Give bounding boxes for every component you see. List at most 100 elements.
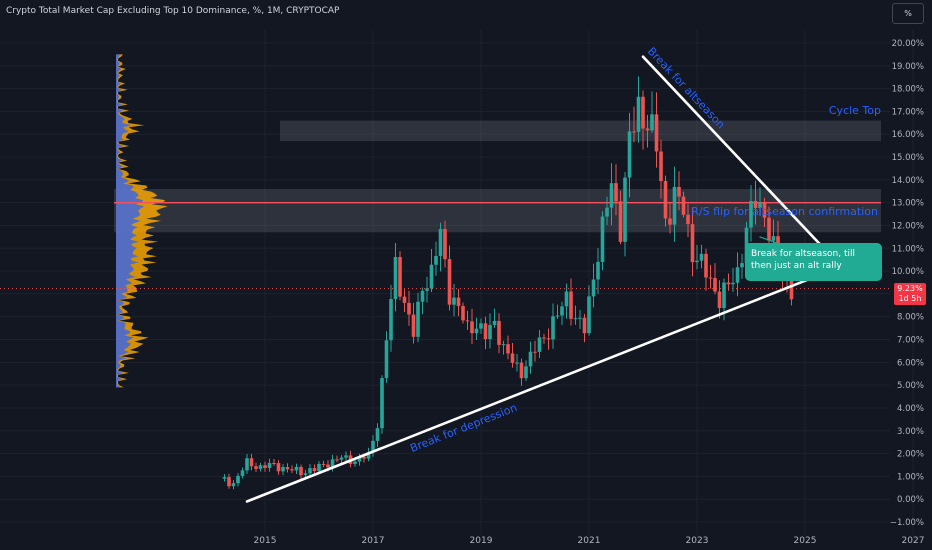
candle-body (312, 468, 317, 471)
candle-body (479, 323, 483, 329)
candle-body (632, 131, 636, 133)
y-tick-label: 13.00% (892, 199, 924, 209)
candle-body (236, 475, 240, 484)
y-tick-label: 0.00% (897, 495, 924, 505)
candle-body (384, 340, 389, 379)
candle-body (465, 320, 470, 322)
candle-body (249, 458, 254, 467)
candle-body (771, 236, 776, 241)
candle-body (425, 288, 429, 291)
candle-body (641, 96, 645, 129)
candle-body (321, 463, 326, 465)
candle-body (366, 452, 371, 459)
y-tick-label: 11.00% (892, 244, 924, 254)
candle-body (623, 177, 627, 242)
x-tick-label: 2023 (686, 536, 709, 546)
candle-body (263, 465, 267, 469)
candle-body (533, 351, 537, 353)
candle-body (461, 306, 465, 321)
candle-body (546, 338, 551, 340)
y-tick-label: 4.00% (897, 404, 924, 414)
candle-body (429, 264, 434, 289)
candle-body (564, 291, 569, 307)
candle-body (357, 456, 362, 462)
candle-body (402, 296, 407, 303)
x-tick-label: 2021 (578, 536, 601, 546)
candle-body (582, 317, 587, 334)
y-tick-label: 18.00% (892, 85, 924, 95)
candle-body (650, 114, 654, 131)
candle-body (596, 261, 600, 280)
y-tick-label: 17.00% (892, 107, 924, 117)
candle-body (452, 297, 456, 305)
candle-body (735, 267, 740, 283)
x-tick-label: 2017 (362, 536, 385, 546)
y-tick-label: 7.00% (897, 336, 924, 346)
x-tick-label: 2019 (470, 536, 493, 546)
y-tick-label: 14.00% (892, 176, 924, 186)
candle-body (672, 186, 677, 225)
candle-body (708, 277, 713, 279)
candle-body (339, 457, 344, 460)
candle-body (717, 291, 722, 309)
y-tick-label: 5.00% (897, 381, 924, 391)
candle-body (726, 282, 731, 285)
last-price-value: 9.23% (897, 284, 923, 293)
candle-body (299, 466, 303, 476)
candle-body (470, 321, 474, 334)
last-price-badge: 9.23% 1d 5h (894, 283, 926, 305)
candle-body (789, 279, 794, 300)
candle-body (294, 466, 299, 471)
candle-body (704, 253, 708, 278)
y-tick-label: 10.00% (892, 267, 924, 277)
candle-body (375, 428, 380, 441)
candle-body (636, 96, 641, 132)
candle-body (740, 263, 744, 268)
candle-body (618, 201, 623, 242)
candle-body (690, 224, 695, 263)
x-tick-label: 2027 (902, 536, 925, 546)
y-tick-label: 1.00% (897, 472, 924, 482)
candle-body (663, 180, 668, 219)
y-tick-label: 12.00% (892, 221, 924, 231)
candle-body (605, 207, 609, 217)
candle-body (290, 469, 294, 471)
candle-body (695, 260, 699, 263)
candle-body (614, 183, 618, 202)
cycle-top-zone (280, 120, 881, 142)
candle-body (240, 470, 245, 476)
chart-title: Crypto Total Market Cap Excluding Top 10… (6, 6, 340, 16)
candle-body (668, 218, 672, 225)
candle-body (731, 282, 735, 285)
trendline-upper[interactable] (641, 55, 843, 268)
trendline-lower[interactable] (245, 265, 843, 503)
y-tick-label: −1.00% (890, 518, 924, 528)
candle-body (542, 337, 546, 339)
candle-body (447, 259, 452, 305)
candle-body (519, 362, 524, 379)
y-tick-label: 8.00% (897, 313, 924, 323)
candle-body (654, 114, 659, 152)
unit-toggle-button[interactable]: % (892, 3, 924, 24)
candle-body (416, 301, 420, 337)
y-tick-label: 6.00% (897, 358, 924, 368)
rs-flip-label: R/S flip for altseason confirmation (691, 205, 878, 218)
candle-body (335, 459, 339, 461)
candle-body (344, 455, 348, 458)
candle-body (501, 344, 506, 346)
candle-body (681, 196, 686, 215)
candle-body (438, 229, 443, 256)
candle-body (411, 314, 416, 337)
candle-body (353, 461, 357, 464)
candle-body (285, 467, 290, 470)
candle-body (276, 463, 281, 472)
candle-body (492, 320, 497, 325)
candle-body (524, 366, 528, 379)
candle-body (515, 362, 519, 364)
candle-body (560, 306, 564, 316)
candle-body (222, 477, 227, 479)
cycle-top-label: Cycle Top (829, 104, 881, 117)
volume-profile (116, 54, 168, 388)
callout-box[interactable]: Break for altseason, till then just an a… (745, 243, 882, 281)
candle-body (722, 282, 726, 309)
